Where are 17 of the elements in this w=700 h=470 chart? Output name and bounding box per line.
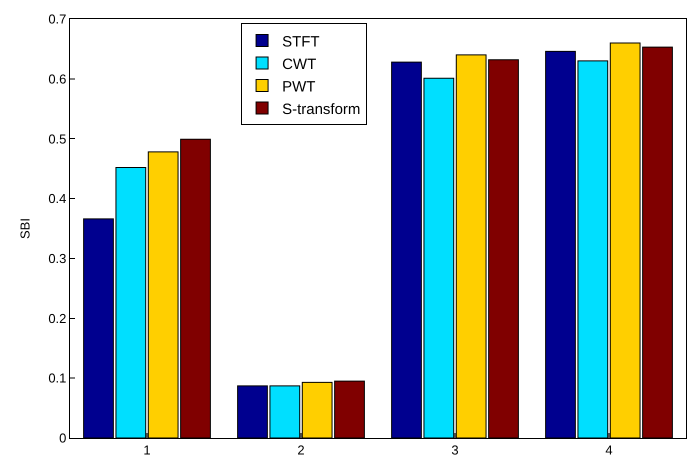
y-tick-label: 0.5 xyxy=(48,131,66,146)
y-tick-label: 0.7 xyxy=(48,12,66,27)
legend-label: PWT xyxy=(282,78,316,96)
x-tick-label: 2 xyxy=(297,442,305,458)
x-tick-label: 4 xyxy=(605,442,613,458)
y-tick-label: 0.3 xyxy=(48,250,66,266)
y-tick-label: 0.4 xyxy=(48,191,66,206)
legend-label: S-transform xyxy=(282,100,360,118)
y-axis-title: SBI xyxy=(17,218,32,239)
legend-label: STFT xyxy=(282,33,320,50)
y-tick-label: 0.1 xyxy=(48,370,66,386)
y-tick-label: 0 xyxy=(59,430,66,446)
y-tick-label: 0.6 xyxy=(48,71,66,86)
legend-label: CWT xyxy=(282,56,316,73)
x-tick-label: 1 xyxy=(143,442,151,458)
x-tick-label: 3 xyxy=(451,442,459,458)
y-tick-label: 0.2 xyxy=(48,310,66,326)
